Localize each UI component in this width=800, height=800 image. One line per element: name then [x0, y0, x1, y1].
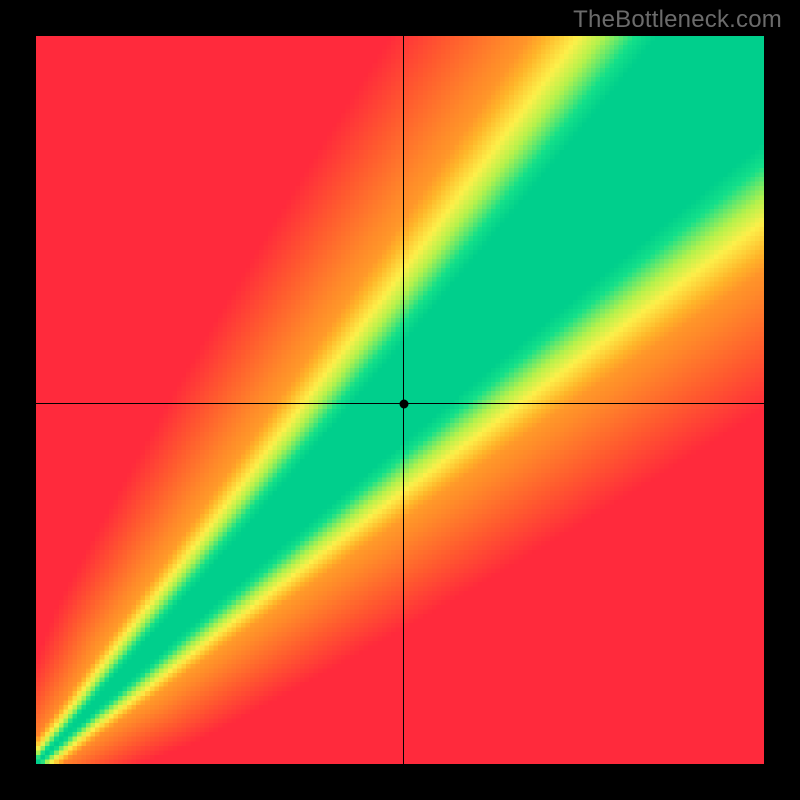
- marker-dot: [399, 399, 408, 408]
- watermark-text: TheBottleneck.com: [573, 6, 782, 34]
